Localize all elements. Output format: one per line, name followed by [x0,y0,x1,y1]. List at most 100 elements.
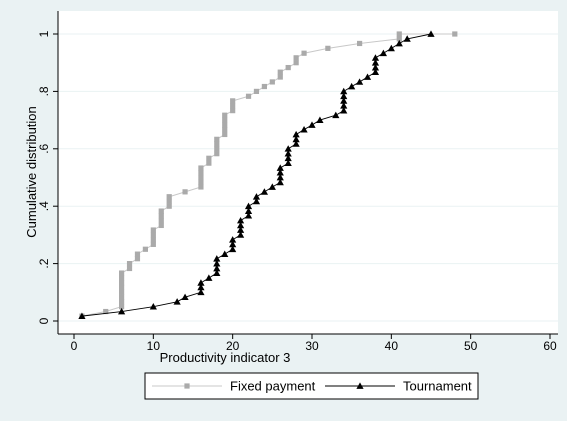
grid-lines [58,33,558,322]
data-point [150,237,156,243]
legend: Fixed payment Tournament [144,372,479,400]
data-point [222,117,228,123]
data-point [269,79,275,85]
data-point [206,160,212,166]
data-point [379,49,387,57]
data-point [150,227,156,233]
data-point [244,207,253,214]
data-point [213,255,221,262]
legend-item-1: Tournament [325,379,472,394]
x-axis-label: Productivity indicator 3 [160,350,291,365]
data-point [197,283,205,291]
data-point [252,193,261,200]
data-point [284,154,292,162]
data-point [134,251,141,257]
series-tournament [78,30,435,320]
data-point [277,69,283,75]
data-point [158,208,164,214]
data-point [119,270,125,276]
data-point [371,68,380,76]
data-point [292,140,300,147]
y-axis-label: Cumulative distribution [24,106,39,238]
data-point [214,136,220,142]
data-point [229,240,237,248]
data-point [205,274,213,281]
data-point [340,97,348,104]
data-point [198,179,204,185]
data-point [301,50,307,56]
data-point [197,288,205,296]
data-point [198,174,204,181]
legend-label: Fixed payment [230,379,316,394]
data-point [356,78,364,85]
legend-marker [184,383,190,389]
data-point [198,184,204,190]
y-tick-label-1: .2 [37,258,51,268]
data-point [261,83,267,90]
data-point [119,289,125,295]
data-point [387,44,395,52]
data-point [181,293,189,301]
data-point [396,36,402,42]
data-point [245,93,252,99]
data-point [103,308,109,315]
data-point [230,103,236,109]
data-point [119,299,125,305]
data-point [284,159,292,167]
data-point [119,304,125,310]
series-fixed-payment [79,31,458,319]
data-point [403,35,411,42]
data-point [285,64,291,71]
y-tick-label-3: .6 [37,143,51,153]
data-point [230,98,236,104]
data-point [230,108,236,114]
data-point [214,146,220,152]
data-point [222,126,228,133]
data-point [166,198,172,204]
data-point [340,87,348,95]
data-point [119,294,125,300]
data-point [276,178,284,186]
data-point [166,194,172,200]
data-point [206,155,212,161]
data-point [332,111,340,119]
data-point [237,226,245,233]
x-tick-label-3: 30 [305,339,319,353]
x-tick-label-6: 60 [543,339,557,353]
data-point [293,55,299,61]
x-tick-label-4: 40 [385,339,399,353]
data-point [253,88,260,94]
data-point [395,39,403,47]
data-point [237,221,245,229]
legend-marker [356,382,364,389]
data-point [166,203,172,209]
data-point [126,261,133,267]
data-point [119,280,125,286]
data-point [229,236,237,243]
data-point [371,63,380,71]
x-tick-label-0: 0 [71,339,78,353]
data-point [348,82,356,90]
axes: 0 10 20 30 40 50 60 0 .2 .4 .6 .8 1 [37,11,558,353]
data-point [198,170,204,176]
data-point [119,284,125,291]
data-point [371,54,380,61]
data-point [221,250,229,258]
data-point [158,213,164,219]
data-point [214,151,220,157]
data-point [173,298,181,305]
data-point [300,125,308,133]
x-tick-label-1: 10 [147,339,161,353]
data-point [213,264,221,272]
data-point [284,145,292,152]
data-point [222,122,228,128]
data-point [237,216,245,224]
data-point [308,121,316,128]
data-point [198,165,204,171]
data-point [237,231,245,238]
y-tick-label-4: .8 [37,86,51,96]
data-point [229,245,237,253]
legend-item-0: Fixed payment [152,379,316,394]
data-point [119,275,125,281]
